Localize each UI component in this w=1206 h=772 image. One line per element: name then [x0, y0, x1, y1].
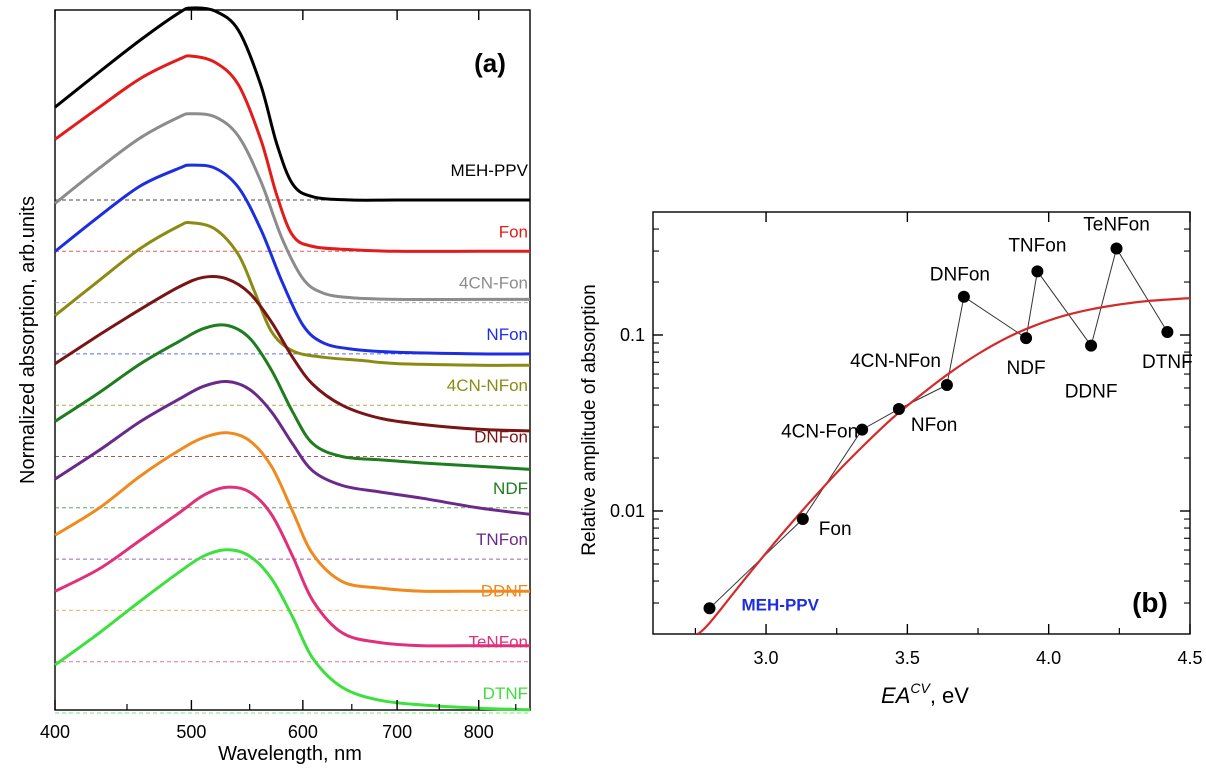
point-label-nfon: NFon [911, 415, 957, 436]
panel-b-tag: (b) [1132, 587, 1168, 618]
point-4cn-fon [856, 423, 869, 436]
curve-dnfon [54, 275, 531, 433]
point-ddnf [1085, 339, 1098, 352]
curve-tnfon [54, 379, 531, 516]
curve-ddnf [54, 431, 530, 593]
point-tenfon [1110, 242, 1123, 255]
curve-fon [54, 54, 530, 253]
panel-b-frame [652, 211, 1191, 635]
panel-a: MEH-PPV Fon 4CN-Fon NFon 4CN-NFon DNFon NDF TNF… [17, 6, 531, 765]
panel-a-tag: (a) [474, 48, 506, 78]
x-tick-label: 400 [40, 722, 70, 742]
y-tick-label: 0.1 [620, 325, 645, 345]
x-axis-title-sup: CV [910, 680, 931, 696]
curve-nfon [54, 163, 531, 356]
series-label-dnfon: DNFon [474, 428, 528, 447]
panel-b-points [703, 242, 1174, 615]
x-axis-title-main: EA [881, 683, 910, 708]
x-tick-label: 800 [464, 722, 494, 742]
point-label-ndf: NDF [1007, 358, 1046, 379]
point-tnfon [1031, 265, 1044, 278]
series-label-4cn-fon: 4CN-Fon [459, 274, 528, 293]
panel-a-y-axis-title: Normalized absorption, arb.units [17, 196, 39, 484]
point-label-4cn-fon: 4CN-Fon [781, 422, 858, 443]
x-tick-label: 4.0 [1036, 648, 1061, 668]
point-fon [796, 513, 809, 526]
x-tick-label: 600 [288, 722, 318, 742]
panel-b-x-axis-title: EACV, eV [881, 680, 969, 708]
point-dnfon [957, 290, 970, 303]
curve-dtnf [54, 548, 531, 712]
curve-4cn-nfon [54, 220, 531, 367]
series-label-tenfon: TeNFon [468, 633, 528, 652]
point-label-tenfon: TeNFon [1083, 215, 1150, 236]
x-tick-label: 700 [382, 722, 412, 742]
point-nfon [892, 402, 905, 415]
panel-a-x-axis-title: Wavelength, nm [218, 743, 362, 765]
panel-b-fit-curve [695, 297, 1190, 634]
panel-a-x-ticks: 400 500 600 700 800 [40, 10, 517, 742]
x-tick-label: 4.5 [1177, 648, 1202, 668]
panel-a-curves [54, 6, 531, 712]
panel-b-y-axis-title: Relative amplitude of absorption [579, 284, 600, 555]
x-axis-title-unit: , eV [930, 683, 969, 708]
point-label-tnfon: TNFon [1008, 235, 1066, 256]
x-tick-label: 3.5 [895, 648, 920, 668]
panel-b-point-labels: MEH-PPV Fon 4CN-Fon NFon 4CN-NFon DNFon NDF TNF… [742, 215, 1193, 615]
series-label-meh-ppv: MEH-PPV [451, 161, 529, 180]
y-tick-label: 0.01 [610, 501, 645, 521]
x-tick-label: 500 [176, 722, 206, 742]
x-tick-label: 3.0 [754, 648, 779, 668]
point-ndf [1020, 332, 1033, 345]
point-meh-ppv [703, 602, 716, 615]
point-label-fon: Fon [819, 519, 852, 540]
point-4cn-nfon [940, 378, 953, 391]
point-label-ddnf: DDNF [1065, 382, 1118, 403]
point-label-dtnf: DTNF [1142, 352, 1193, 373]
curve-meh-ppv [54, 6, 530, 202]
series-label-tnfon: TNFon [476, 530, 528, 549]
panel-b-ticks: 3.0 3.5 4.0 4.5 0.01 0.1 [610, 212, 1203, 668]
series-label-ddnf: DDNF [481, 581, 528, 600]
series-label-dtnf: DTNF [483, 684, 528, 703]
curve-tenfon [54, 485, 530, 648]
panel-a-frame [54, 9, 531, 711]
series-label-fon: Fon [499, 222, 528, 241]
point-label-dnfon: DNFon [930, 265, 990, 286]
point-label-4cn-nfon: 4CN-NFon [850, 351, 941, 372]
series-label-4cn-nfon: 4CN-NFon [447, 376, 528, 395]
fit-curve [695, 297, 1190, 634]
point-dtnf [1161, 326, 1174, 339]
panel-a-series-labels: MEH-PPV Fon 4CN-Fon NFon 4CN-NFon DNFon NDF TNF… [447, 161, 529, 703]
point-label-meh-ppv: MEH-PPV [742, 595, 820, 614]
series-label-nfon: NFon [486, 325, 528, 344]
curve-4cn-fon [54, 112, 530, 302]
series-label-ndf: NDF [493, 479, 528, 498]
panel-b: 3.0 3.5 4.0 4.5 0.01 0.1 MEH-PPV Fon 4CN-Fon NFo… [579, 211, 1203, 708]
curve-ndf [54, 323, 531, 471]
